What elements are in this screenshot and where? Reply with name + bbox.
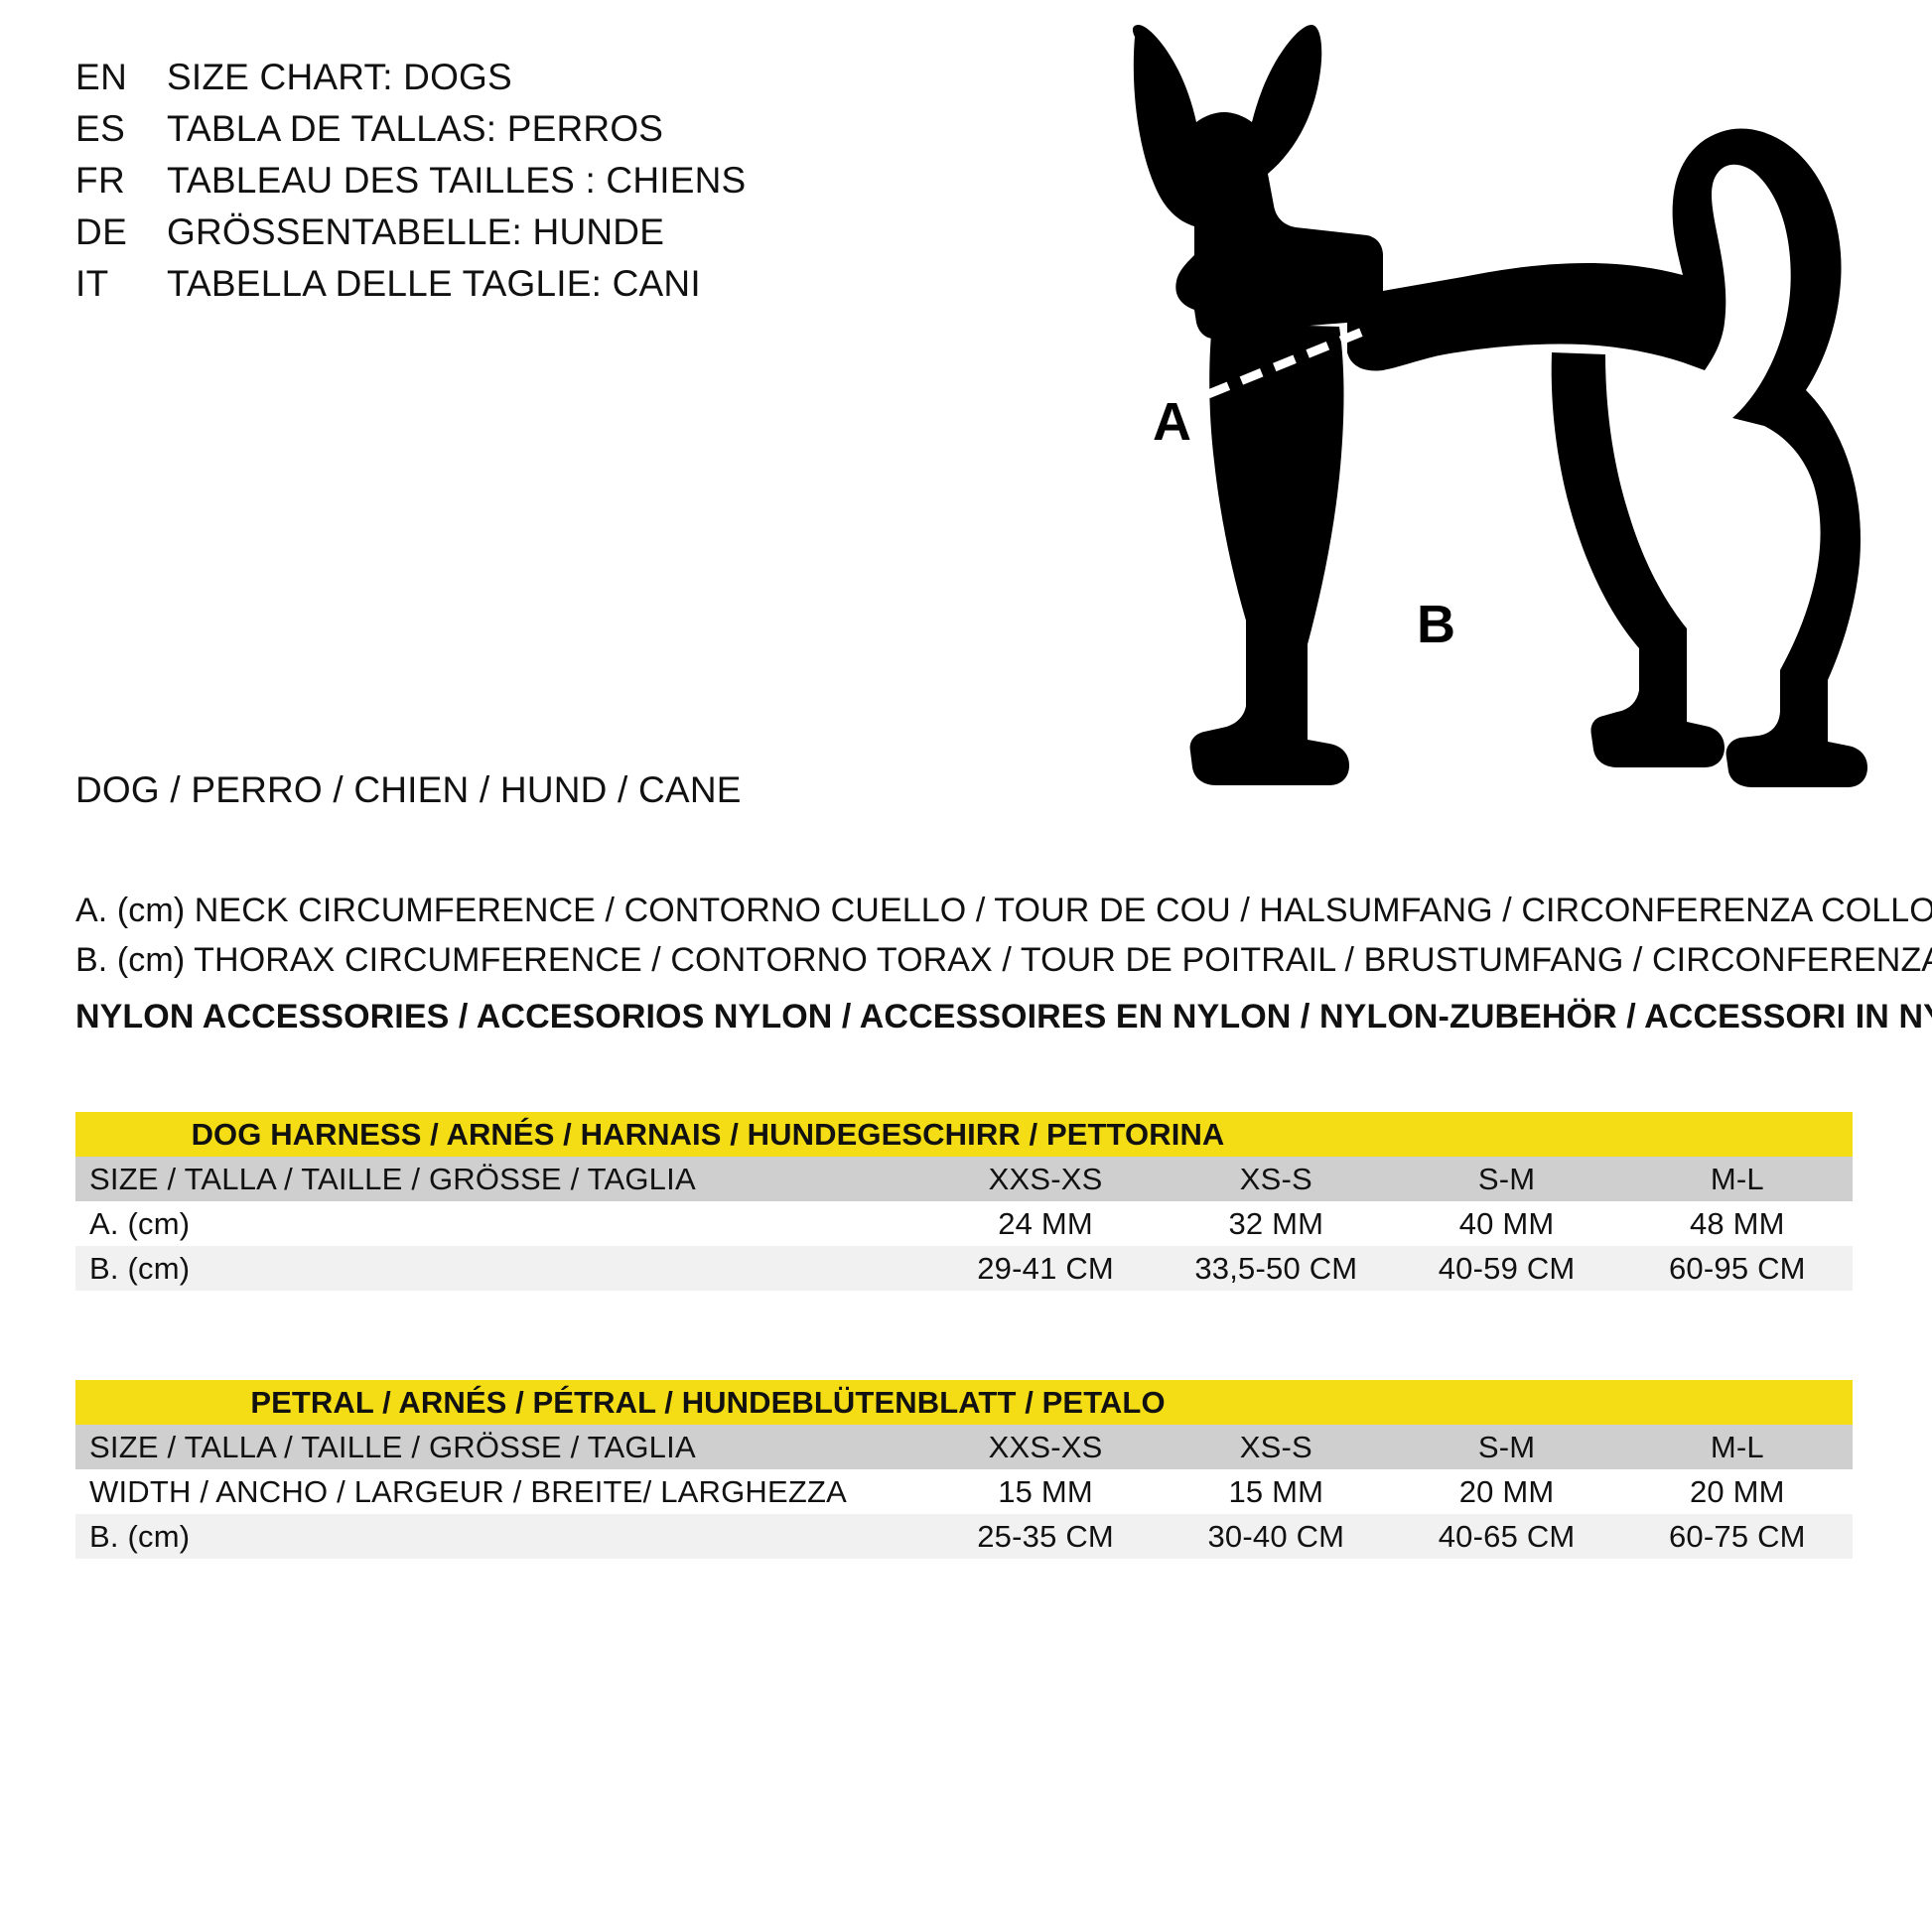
dog-silhouette-icon: A B xyxy=(1132,25,1867,787)
column-header-xs-s: XS-S xyxy=(1161,1157,1392,1201)
table-title-row: DOG HARNESS / ARNÉS / HARNAIS / HUNDEGES… xyxy=(75,1112,1853,1157)
marker-label-b: B xyxy=(1417,595,1455,654)
row-value: 15 MM xyxy=(929,1469,1162,1514)
column-header-m-l: M-L xyxy=(1621,1425,1853,1469)
language-row-de: DE GRÖSSENTABELLE: HUNDE xyxy=(75,207,969,258)
row-value: 60-95 CM xyxy=(1621,1246,1853,1291)
language-row-en: EN SIZE CHART: DOGS xyxy=(75,52,969,103)
row-value: 40-59 CM xyxy=(1391,1246,1622,1291)
table-title-text: DOG HARNESS / ARNÉS / HARNAIS / HUNDEGES… xyxy=(191,1116,1225,1152)
nylon-accessories-heading: NYLON ACCESSORIES / ACCESORIOS NYLON / A… xyxy=(75,998,1932,1035)
row-label: B. (cm) xyxy=(75,1246,930,1291)
row-value: 30-40 CM xyxy=(1161,1514,1392,1559)
language-row-fr: FR TABLEAU DES TAILLES : CHIENS xyxy=(75,155,969,207)
row-value: 20 MM xyxy=(1391,1469,1622,1514)
table-header-row: SIZE / TALLA / TAILLE / GRÖSSE / TAGLIA … xyxy=(75,1157,1853,1201)
column-header-xxs-xs: XXS-XS xyxy=(929,1425,1162,1469)
language-title-de: GRÖSSENTABELLE: HUNDE xyxy=(167,211,665,252)
language-code-fr: FR xyxy=(75,160,126,201)
row-value: 60-75 CM xyxy=(1621,1514,1853,1559)
table-row: WIDTH / ANCHO / LARGEUR / BREITE/ LARGHE… xyxy=(75,1469,1853,1514)
row-value: 29-41 CM xyxy=(929,1246,1162,1291)
row-label: WIDTH / ANCHO / LARGEUR / BREITE/ LARGHE… xyxy=(75,1469,930,1514)
marker-label-a: A xyxy=(1153,392,1191,452)
row-value: 24 MM xyxy=(929,1201,1162,1246)
legend-line-b: B. (cm) THORAX CIRCUMFERENCE / CONTORNO … xyxy=(75,941,1932,979)
table-row: B. (cm) 25-35 CM 30-40 CM 40-65 CM 60-75… xyxy=(75,1514,1853,1559)
row-value: 33,5-50 CM xyxy=(1161,1246,1392,1291)
legend-line-a: A. (cm) NECK CIRCUMFERENCE / CONTORNO CU… xyxy=(75,892,1932,929)
table-row: B. (cm) 29-41 CM 33,5-50 CM 40-59 CM 60-… xyxy=(75,1246,1853,1291)
column-header-s-m: S-M xyxy=(1391,1157,1622,1201)
language-code-es: ES xyxy=(75,108,126,149)
row-label: B. (cm) xyxy=(75,1514,930,1559)
language-title-block: EN SIZE CHART: DOGS ES TABLA DE TALLAS: … xyxy=(75,52,969,310)
column-header-size-label: SIZE / TALLA / TAILLE / GRÖSSE / TAGLIA xyxy=(75,1157,930,1201)
row-value: 15 MM xyxy=(1161,1469,1392,1514)
language-code-it: IT xyxy=(75,263,109,304)
language-title-fr: TABLEAU DES TAILLES : CHIENS xyxy=(167,160,747,201)
language-title-en: SIZE CHART: DOGS xyxy=(167,57,512,97)
neck-measure-dashed-line xyxy=(1206,326,1367,399)
language-row-it: IT TABELLA DELLE TAGLIE: CANI xyxy=(75,258,969,310)
row-value: 25-35 CM xyxy=(929,1514,1162,1559)
language-title-es: TABLA DE TALLAS: PERROS xyxy=(167,108,664,149)
row-value: 32 MM xyxy=(1161,1201,1392,1246)
table-dog-harness: DOG HARNESS / ARNÉS / HARNAIS / HUNDEGES… xyxy=(75,1112,1853,1291)
table-title-cell: DOG HARNESS / ARNÉS / HARNAIS / HUNDEGES… xyxy=(75,1112,1853,1157)
table-petral: PETRAL / ARNÉS / PÉTRAL / HUNDEBLÜTENBLA… xyxy=(75,1380,1853,1559)
column-header-s-m: S-M xyxy=(1391,1425,1622,1469)
language-title-it: TABELLA DELLE TAGLIE: CANI xyxy=(167,263,701,304)
table-title-row: PETRAL / ARNÉS / PÉTRAL / HUNDEBLÜTENBLA… xyxy=(75,1380,1853,1425)
language-code-en: EN xyxy=(75,57,128,97)
row-value: 40-65 CM xyxy=(1391,1514,1622,1559)
column-header-xxs-xs: XXS-XS xyxy=(929,1157,1162,1201)
column-header-size-label: SIZE / TALLA / TAILLE / GRÖSSE / TAGLIA xyxy=(75,1425,930,1469)
table-row: A. (cm) 24 MM 32 MM 40 MM 48 MM xyxy=(75,1201,1853,1246)
dog-measurement-diagram: A B xyxy=(1117,25,1911,829)
table-header-row: SIZE / TALLA / TAILLE / GRÖSSE / TAGLIA … xyxy=(75,1425,1853,1469)
row-value: 48 MM xyxy=(1621,1201,1853,1246)
language-code-de: DE xyxy=(75,211,128,252)
row-value: 20 MM xyxy=(1621,1469,1853,1514)
row-label: A. (cm) xyxy=(75,1201,930,1246)
figure-caption: DOG / PERRO / CHIEN / HUND / CANE xyxy=(75,769,742,810)
column-header-xs-s: XS-S xyxy=(1161,1425,1392,1469)
table-title-text: PETRAL / ARNÉS / PÉTRAL / HUNDEBLÜTENBLA… xyxy=(250,1384,1166,1420)
row-value: 40 MM xyxy=(1391,1201,1622,1246)
language-row-es: ES TABLA DE TALLAS: PERROS xyxy=(75,103,969,155)
column-header-m-l: M-L xyxy=(1621,1157,1853,1201)
table-title-cell: PETRAL / ARNÉS / PÉTRAL / HUNDEBLÜTENBLA… xyxy=(75,1380,1853,1425)
